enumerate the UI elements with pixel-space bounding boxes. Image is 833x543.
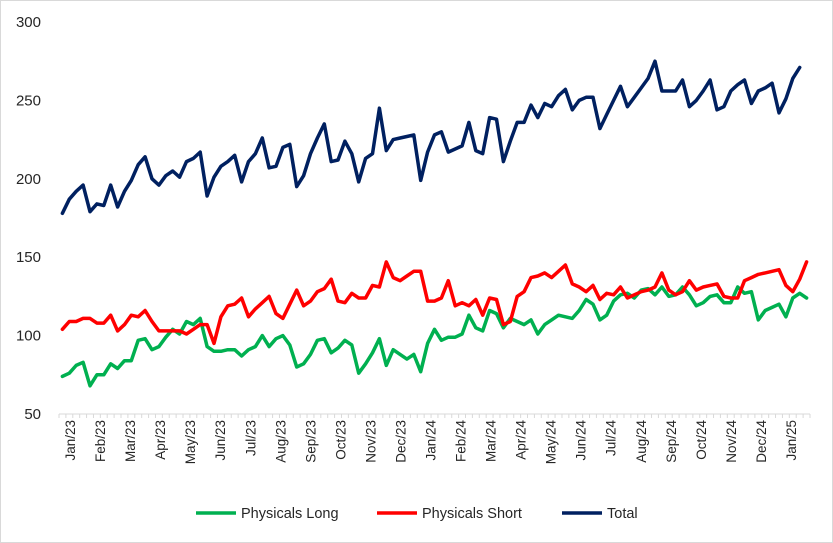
x-tick-label: Jan/23 [63,420,78,461]
x-axis-ticks: Jan/23 Feb/23 Mar/23 Apr/23 May/23 Jun/23 Jul/… [63,420,799,465]
x-tick-label: Nov/23 [363,420,378,463]
x-tick-label: Sep/23 [303,420,318,463]
x-tick-label: Dec/24 [754,420,769,463]
y-tick-label: 200 [16,171,41,188]
series-line-physicals-short [60,260,809,346]
x-tick-label: Jun/24 [574,420,589,461]
y-tick-label: 300 [16,14,41,31]
y-axis-ticks: 50 100 150 200 250 300 [16,14,41,423]
x-tick-label: Feb/23 [93,420,108,462]
series-line-physicals-long [60,285,809,388]
series-line-total [60,59,802,216]
x-tick-label: Apr/24 [514,420,529,460]
legend: Physicals Long Physicals Short Total [196,506,638,522]
x-tick-label: Feb/24 [454,420,469,463]
x-tick-label: Oct/23 [333,420,348,460]
x-tick-label: Oct/24 [694,420,709,460]
x-tick-label: Jan/25 [784,420,799,461]
y-tick-label: 50 [24,406,41,423]
x-axis-tick-marks [58,414,811,418]
x-tick-label: Sep/24 [664,420,679,463]
legend-label: Physicals Long [241,506,339,522]
x-tick-label: Aug/24 [634,420,649,463]
x-tick-label: Jul/24 [604,420,619,457]
y-tick-label: 250 [16,92,41,109]
x-tick-label: Mar/23 [123,420,138,462]
x-tick-label: May/23 [183,420,198,464]
x-tick-label: Mar/24 [484,420,499,463]
x-tick-label: May/24 [544,420,559,465]
y-tick-label: 100 [16,328,41,345]
x-tick-label: Jun/23 [213,420,228,461]
legend-label: Physicals Short [422,506,522,522]
x-tick-label: Nov/24 [724,420,739,463]
x-tick-label: Jul/23 [243,420,258,456]
legend-label: Total [607,506,638,522]
x-tick-label: Dec/23 [393,420,408,463]
x-tick-label: Jan/24 [424,420,439,461]
x-tick-label: Apr/23 [153,420,168,460]
series-lines [60,59,809,388]
y-tick-label: 150 [16,249,41,266]
x-tick-label: Aug/23 [273,420,288,463]
